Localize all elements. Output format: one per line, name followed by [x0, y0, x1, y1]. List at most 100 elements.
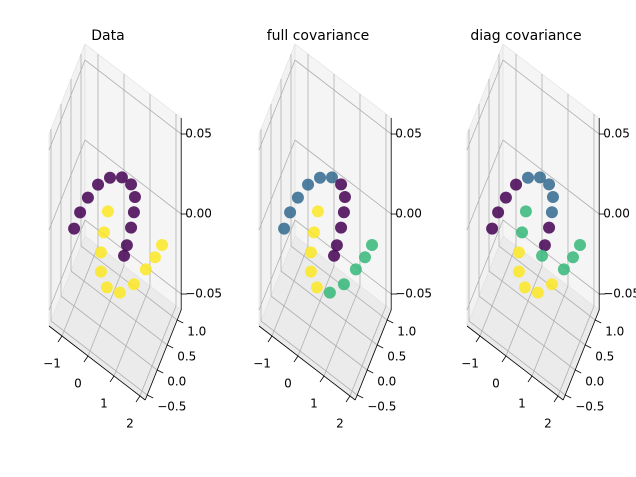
point — [127, 206, 140, 219]
tick-mark — [595, 319, 602, 324]
x-tick-label: 0 — [284, 377, 292, 391]
x-tick-label: 1 — [518, 397, 526, 411]
grid-line — [270, 295, 368, 371]
tick-mark — [83, 355, 89, 363]
point — [302, 178, 315, 191]
point — [335, 178, 348, 191]
grid-line — [466, 139, 504, 231]
tick-mark — [527, 375, 533, 383]
grid-line — [280, 270, 378, 346]
grid-line — [87, 265, 125, 357]
point — [127, 278, 140, 291]
point — [125, 178, 138, 191]
point — [113, 286, 126, 299]
tick-mark — [387, 319, 394, 324]
grid-line — [505, 265, 543, 357]
point — [115, 171, 128, 184]
point — [538, 239, 551, 252]
point — [512, 265, 525, 278]
point — [325, 171, 338, 184]
point — [557, 263, 570, 276]
y-axis-line — [562, 309, 600, 401]
point — [98, 226, 111, 239]
y-tick-label: −0.5 — [157, 400, 186, 414]
grid-line — [488, 270, 586, 346]
grid-line — [531, 285, 569, 377]
point — [120, 239, 133, 252]
tick-mark — [147, 394, 154, 399]
tick-mark — [177, 319, 184, 324]
point — [545, 206, 558, 219]
point — [510, 178, 523, 191]
point — [512, 246, 525, 259]
point — [278, 222, 291, 235]
point — [92, 178, 105, 191]
x-tick-label: 2 — [126, 417, 134, 431]
y-tick-label: 0.5 — [177, 350, 196, 364]
point — [533, 171, 546, 184]
tick-mark — [109, 375, 115, 383]
grid-line — [48, 219, 86, 311]
subplot: −1 0 1 2 −0.5 0.0 0.5 1.0 −0.05 0.00 0.05 Data — [43, 28, 222, 431]
grid-line — [84, 59, 182, 135]
point — [81, 191, 94, 204]
point — [304, 246, 317, 259]
grid-line — [258, 59, 296, 151]
point — [531, 286, 544, 299]
tick-mark — [585, 344, 592, 349]
point — [148, 251, 161, 264]
tick-mark — [357, 394, 364, 399]
x-axis-line — [48, 325, 146, 401]
grid-line — [271, 245, 309, 337]
y-axis-line — [354, 309, 392, 401]
tick-mark — [553, 395, 559, 403]
point — [543, 178, 556, 191]
tick-mark — [377, 344, 384, 349]
grid-line — [557, 305, 595, 397]
point — [536, 249, 549, 262]
z-tick-label: −0.05 — [395, 287, 432, 301]
subplot-title: Data — [91, 28, 124, 44]
point — [492, 206, 505, 219]
tick-mark — [293, 355, 299, 363]
grid-line — [466, 59, 504, 151]
grid-line — [258, 139, 296, 231]
point — [101, 205, 114, 218]
subplot-title: full covariance — [267, 28, 370, 44]
grid-line — [70, 270, 168, 346]
point — [74, 206, 87, 219]
tick-mark — [135, 395, 141, 403]
point — [128, 191, 141, 203]
point — [311, 205, 324, 218]
tick-mark — [367, 369, 374, 374]
point — [349, 263, 362, 276]
y-tick-label: 0.0 — [167, 375, 186, 389]
y-axis-line — [144, 309, 182, 401]
grid-line — [50, 320, 148, 396]
point — [118, 249, 131, 262]
y-tick-label: −0.5 — [575, 400, 604, 414]
point — [486, 222, 499, 235]
y-tick-label: −0.5 — [367, 400, 396, 414]
tick-mark — [319, 375, 325, 383]
grid-line — [60, 295, 158, 371]
grid-line — [502, 59, 600, 135]
x-tick-label: 0 — [492, 377, 500, 391]
point — [574, 239, 586, 251]
point — [323, 286, 336, 299]
point — [291, 191, 304, 204]
tick-mark — [345, 395, 351, 403]
point — [100, 281, 113, 294]
point — [330, 239, 343, 252]
grid-line — [258, 219, 296, 311]
subplot: −1 0 1 2 −0.5 0.0 0.5 1.0 −0.05 0.00 0.05 diag cova… — [461, 28, 636, 431]
point — [545, 278, 558, 291]
tick-mark — [501, 355, 507, 363]
tick-mark — [575, 369, 582, 374]
z-tick-label: 0.05 — [603, 127, 630, 141]
point — [338, 191, 351, 203]
x-tick-label: 1 — [100, 397, 108, 411]
point — [304, 265, 317, 278]
point — [68, 222, 81, 235]
